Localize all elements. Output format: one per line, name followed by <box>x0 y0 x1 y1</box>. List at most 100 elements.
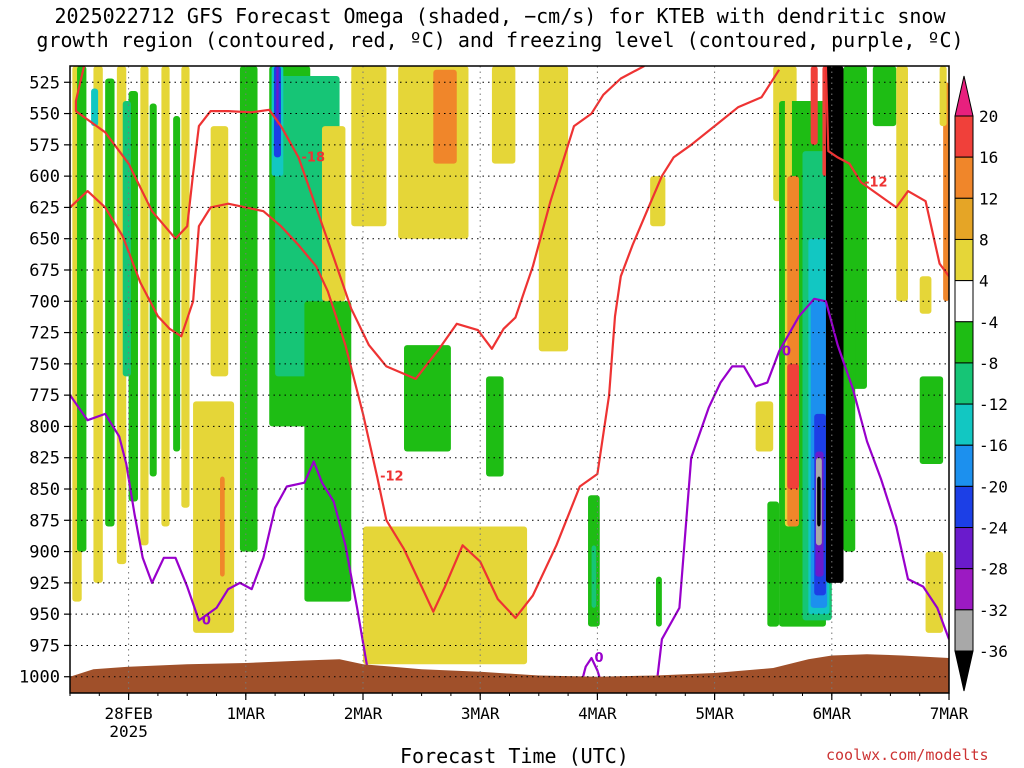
colorbar-bin <box>954 156 974 199</box>
surface-terrain <box>70 654 949 693</box>
colorbar-bin <box>954 403 974 446</box>
x-axis: 28FEB 1MAR 2MAR 3MAR 4MAR 5MAR 6MAR 7MAR 2025 <box>69 693 969 741</box>
omega-negative-band <box>105 78 115 527</box>
y-tick-label: 950 <box>29 605 60 625</box>
omega-negative-band <box>404 345 451 452</box>
omega-positive-band <box>351 66 387 227</box>
omega-positive-band <box>919 276 932 314</box>
colorbar-min-triangle <box>954 650 974 692</box>
omega-positive-band <box>210 126 229 377</box>
omega-positive-band <box>220 476 225 577</box>
y-tick-label: 625 <box>29 198 60 218</box>
colorbar-label: -20 <box>979 477 1008 496</box>
omega-positive-band <box>433 69 457 164</box>
omega-negative-band <box>767 501 780 627</box>
colorbar-label: -24 <box>979 519 1008 538</box>
x-tick-label: 3MAR <box>461 704 500 723</box>
y-tick-label: 775 <box>29 386 60 406</box>
x-tick-label: 5MAR <box>695 704 734 723</box>
x-tick-label: 4MAR <box>578 704 617 723</box>
omega-positive-band <box>943 82 949 302</box>
y-tick-label: 650 <box>29 230 60 250</box>
snow-growth-contour <box>74 66 645 380</box>
title-line-2: growth region (contoured, red, ºC) and f… <box>36 28 964 52</box>
chart-title: 2025022712 GFS Forecast Omega (shaded, −… <box>0 4 1000 52</box>
omega-positive-band <box>896 66 908 302</box>
omega-negative-band <box>122 101 131 377</box>
y-tick-label: 875 <box>29 511 60 531</box>
snow-growth-contour <box>824 66 949 277</box>
omega-positive-band <box>161 66 170 527</box>
colorbar-bin <box>954 568 974 611</box>
omega-positive-band <box>810 66 818 145</box>
colorbar: 20 16 12 8 4 -4 -8 -12 -16 -20 -24 -28 -32 -36 <box>954 75 1008 692</box>
y-tick-label: 700 <box>29 292 60 312</box>
omega-positive-band <box>363 526 528 665</box>
omega-negative-band <box>919 376 944 464</box>
omega-positive-band <box>140 66 149 546</box>
omega-strong-negative-core <box>825 66 844 583</box>
snow-growth-contour-label: -18 <box>302 150 326 165</box>
contour-labels: -12 -18 -12 0 0 0 <box>202 150 888 666</box>
colorbar-label: -32 <box>979 601 1008 620</box>
colorbar-label: 16 <box>979 148 998 167</box>
omega-negative-band <box>656 576 662 627</box>
y-tick-label: 900 <box>29 543 60 563</box>
y-tick-label: 575 <box>29 136 60 156</box>
y-tick-label: 925 <box>29 574 60 594</box>
colorbar-bin <box>954 444 974 487</box>
colorbar-bin <box>954 238 974 282</box>
omega-negative-band <box>843 301 856 552</box>
omega-negative-band <box>591 545 597 608</box>
y-tick-label: 675 <box>29 261 60 281</box>
colorbar-label: -8 <box>979 354 998 373</box>
colorbar-label: -16 <box>979 436 1008 455</box>
colorbar-bin <box>954 115 974 158</box>
colorbar-bin <box>954 609 974 652</box>
grid-lines <box>70 66 949 693</box>
colorbar-bin <box>954 527 974 570</box>
y-tick-label: 550 <box>29 105 60 125</box>
colorbar-label: 12 <box>979 189 998 208</box>
omega-negative-band <box>304 301 352 602</box>
omega-positive-band <box>321 126 346 302</box>
snow-growth-contour-label: -12 <box>380 469 404 484</box>
omega-positive-band <box>181 66 190 508</box>
y-tick-label: 525 <box>29 73 60 93</box>
freezing-level-contour <box>654 297 949 690</box>
omega-negative-band <box>77 66 87 552</box>
y-tick-label: 1000 <box>19 668 60 688</box>
x-axis-title: Forecast Time (UTC) <box>400 744 629 768</box>
colorbar-label: 20 <box>979 107 998 126</box>
x-tick-label: 2MAR <box>344 704 383 723</box>
y-tick-label: 800 <box>29 417 60 437</box>
y-tick-label: 600 <box>29 167 60 187</box>
omega-positive-band <box>93 66 103 583</box>
omega-positive-band <box>491 66 516 164</box>
contour-layer <box>70 66 949 690</box>
credit-link[interactable]: coolwx.com/modelts <box>826 746 989 764</box>
y-tick-label: 750 <box>29 355 60 375</box>
y-axis: 525 550 575 600 625 650 675 700 725 750 775 800 825 8… <box>19 73 70 688</box>
snow-growth-contour-label: -12 <box>864 175 888 190</box>
omega-negative-band <box>276 66 279 127</box>
colorbar-bin <box>954 197 974 240</box>
freezing-level-contour-label: 0 <box>202 613 211 628</box>
freezing-level-contour-label: 0 <box>782 344 791 359</box>
omega-positive-band <box>650 176 666 227</box>
x-tick-label: 7MAR <box>930 704 969 723</box>
omega-negative-band <box>149 103 157 477</box>
y-tick-label: 975 <box>29 636 60 656</box>
colorbar-bin <box>954 485 974 529</box>
omega-negative-band <box>817 476 821 527</box>
freezing-level-contour <box>70 394 370 677</box>
y-tick-label: 850 <box>29 480 60 500</box>
freezing-level-contour-label: 0 <box>595 651 604 666</box>
x-tick-label: 6MAR <box>813 704 852 723</box>
colorbar-bin <box>954 321 974 364</box>
y-tick-label: 725 <box>29 324 60 344</box>
colorbar-label: -28 <box>979 560 1008 579</box>
colorbar-bin <box>954 362 974 405</box>
omega-positive-band <box>939 66 947 127</box>
